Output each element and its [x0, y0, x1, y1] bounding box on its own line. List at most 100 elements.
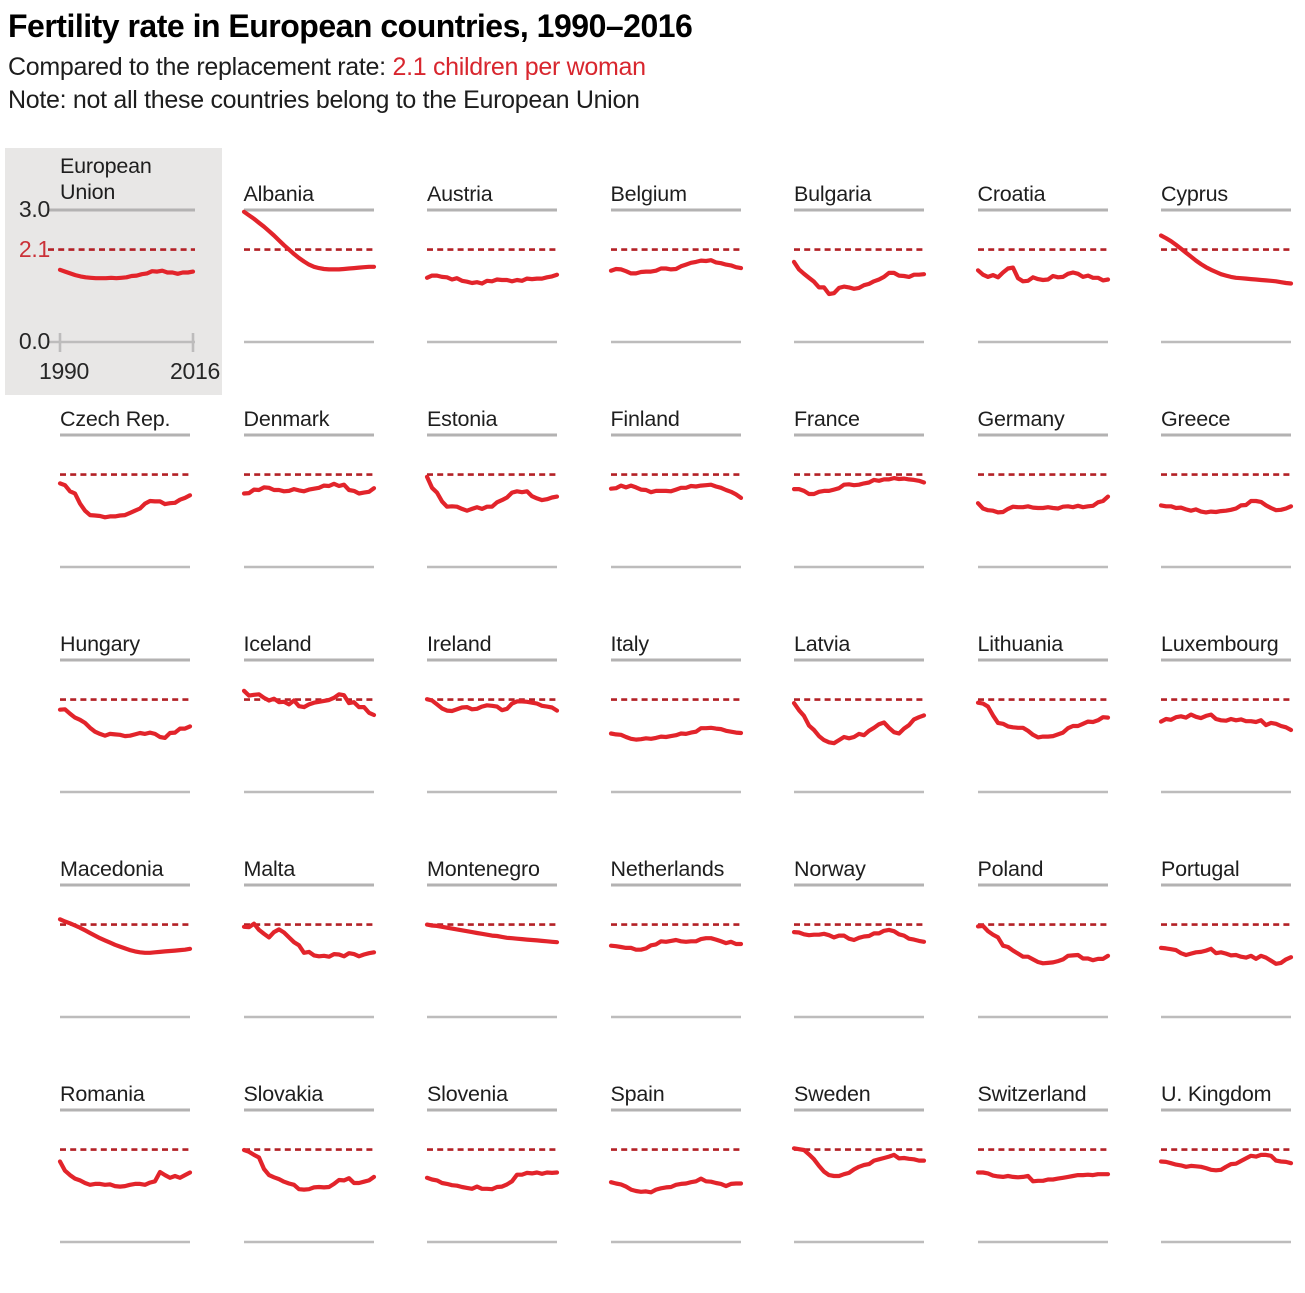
- chart-cell-macedonia: Macedonia: [57, 823, 244, 1048]
- sparkline-latvia: [791, 658, 927, 794]
- country-label: Poland: [977, 857, 1044, 881]
- chart-cell-latvia: Latvia: [791, 598, 978, 823]
- chart-cell-italy: Italy: [608, 598, 795, 823]
- fertility-line: [1158, 233, 1294, 286]
- fertility-line: [975, 1170, 1110, 1184]
- sparkline-sweden: [791, 1108, 927, 1244]
- fertility-line: [241, 481, 376, 496]
- chart-cell-denmark: Denmark: [241, 373, 428, 598]
- chart-cell-spain: Spain: [608, 1048, 795, 1273]
- sparkline-netherlands: [608, 883, 743, 1019]
- sparkline-slovakia: [241, 1108, 376, 1244]
- fertility-line: [975, 923, 1110, 966]
- country-label: Romania: [60, 1082, 145, 1106]
- subtitle: Compared to the replacement rate: 2.1 ch…: [8, 53, 1298, 82]
- x-axis-label-start: 1990: [39, 358, 89, 384]
- sparkline-france: [791, 433, 927, 569]
- fertility-line: [57, 267, 196, 281]
- fertility-line: [241, 1147, 376, 1192]
- country-label: Slovakia: [243, 1082, 324, 1106]
- fertility-line: [791, 927, 927, 944]
- country-label: European Union: [60, 154, 152, 204]
- country-label: Luxembourg: [1161, 632, 1279, 656]
- sparkline-greece: [1158, 433, 1294, 569]
- chart-cell-slovenia: Slovenia: [424, 1048, 611, 1273]
- x-axis-label-end: 2016: [170, 358, 220, 384]
- fertility-line: [791, 1146, 927, 1179]
- sparkline-malta: [241, 883, 376, 1019]
- fertility-line: [57, 707, 193, 740]
- chart-cell-switzerland: Switzerland: [975, 1048, 1162, 1273]
- chart-cell-romania: Romania: [57, 1048, 244, 1273]
- country-label: Iceland: [243, 632, 312, 656]
- fertility-line: [975, 494, 1110, 515]
- fertility-line: [424, 1170, 560, 1192]
- fertility-line: [791, 259, 927, 297]
- country-label: Montenegro: [427, 857, 540, 881]
- sparkline-spain: [608, 1108, 743, 1244]
- fertility-line: [424, 474, 560, 513]
- subtitle-prefix: Compared to the replacement rate:: [8, 52, 393, 81]
- sparkline-cyprus: [1158, 208, 1294, 344]
- fertility-line: [57, 917, 193, 955]
- chart-cell-croatia: Croatia: [975, 148, 1162, 373]
- country-label: Portugal: [1161, 857, 1240, 881]
- sparkline-montenegro: [424, 883, 560, 1019]
- fertility-line: [608, 936, 743, 952]
- note-text: Note: not all these countries belong to …: [8, 85, 640, 114]
- fertility-line: [975, 265, 1110, 284]
- country-label: Czech Rep.: [60, 407, 171, 431]
- chart-cell-luxembourg: Luxembourg: [1158, 598, 1305, 823]
- sparkline-denmark: [241, 433, 376, 569]
- country-label: Croatia: [977, 182, 1046, 206]
- chart-cell-belgium: Belgium: [608, 148, 795, 373]
- country-label: Macedonia: [60, 857, 164, 881]
- chart-cell-bulgaria: Bulgaria: [791, 148, 978, 373]
- fertility-line: [1158, 498, 1294, 515]
- chart-cell-estonia: Estonia: [424, 373, 611, 598]
- sparkline-european-union: [48, 208, 196, 352]
- fertility-line: [1158, 712, 1294, 733]
- fertility-line: [424, 272, 560, 286]
- sparkline-romania: [57, 1108, 193, 1244]
- sparkline-czech-rep: [57, 433, 193, 569]
- fertility-line: [791, 475, 927, 497]
- country-label: Austria: [427, 182, 493, 206]
- fertility-line: [608, 482, 743, 501]
- country-label: Greece: [1161, 407, 1231, 431]
- chart-cell-netherlands: Netherlands: [608, 823, 795, 1048]
- chart-cell-sweden: Sweden: [791, 1048, 978, 1273]
- chart-cell-portugal: Portugal: [1158, 823, 1305, 1048]
- country-label: Bulgaria: [794, 182, 872, 206]
- fertility-line: [975, 700, 1110, 740]
- chart-cell-lithuania: Lithuania: [975, 598, 1162, 823]
- country-label: Malta: [243, 857, 296, 881]
- chart-cell-germany: Germany: [975, 373, 1162, 598]
- fertility-line: [608, 258, 743, 276]
- country-label: Finland: [610, 407, 680, 431]
- country-label: U. Kingdom: [1161, 1082, 1272, 1106]
- fertility-line: [1158, 1152, 1294, 1173]
- sparkline-portugal: [1158, 883, 1294, 1019]
- country-label: Sweden: [794, 1082, 871, 1106]
- sparkline-albania: [241, 208, 376, 344]
- y-axis-label-top: 3.0: [18, 196, 50, 222]
- header: Fertility rate in European countries, 19…: [8, 8, 1298, 115]
- country-label: Norway: [794, 857, 866, 881]
- chart-cell-european-union: European Union 3.0 2.1 0.0 1990 2016: [5, 148, 244, 395]
- fertility-line: [608, 1176, 743, 1195]
- fertility-line: [424, 922, 560, 945]
- country-label: France: [794, 407, 860, 431]
- country-label: Latvia: [794, 632, 851, 656]
- chart-cell-france: France: [791, 373, 978, 598]
- sparkline-lithuania: [975, 658, 1110, 794]
- sparkline-luxembourg: [1158, 658, 1294, 794]
- fertility-line: [241, 209, 376, 272]
- sparkline-iceland: [241, 658, 376, 794]
- country-label: Denmark: [243, 407, 330, 431]
- chart-cell-finland: Finland: [608, 373, 795, 598]
- sparkline-switzerland: [975, 1108, 1110, 1244]
- sparkline-hungary: [57, 658, 193, 794]
- sparkline-estonia: [424, 433, 560, 569]
- chart-cell-greece: Greece: [1158, 373, 1305, 598]
